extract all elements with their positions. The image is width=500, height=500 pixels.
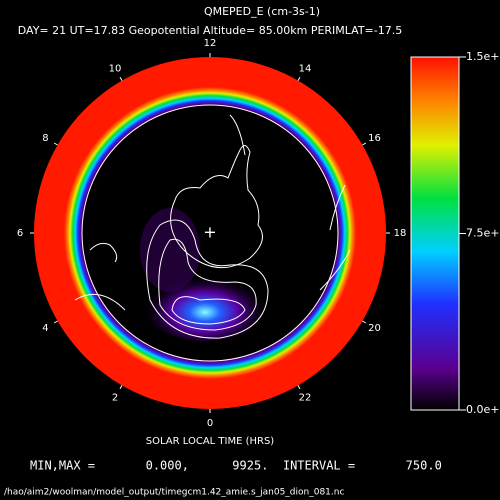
hour-label: 6 xyxy=(17,228,23,239)
coastlines xyxy=(74,114,351,311)
stats: MIN,MAX = 0.000, 9925. INTERVAL = 750.0 xyxy=(30,459,442,473)
polar-field xyxy=(34,57,386,409)
hour-label: 20 xyxy=(368,323,381,334)
hour-tick xyxy=(119,76,123,81)
hour-label: 0 xyxy=(207,418,213,429)
hour-tick xyxy=(362,142,367,146)
hour-label: 4 xyxy=(42,323,48,334)
x-axis-label: SOLAR LOCAL TIME (HRS) xyxy=(146,436,275,447)
hour-label: 10 xyxy=(109,63,122,74)
colorbar-tick-label: 0.0e+00 xyxy=(466,403,500,416)
hour-label: 14 xyxy=(299,63,312,74)
inner-boundary xyxy=(81,104,339,362)
hour-label: 2 xyxy=(112,393,118,404)
hour-label: 22 xyxy=(299,393,312,404)
pole-marker: + xyxy=(203,223,216,242)
chart-subtitle: DAY= 21 UT=17.83 Geopotential Altitude= … xyxy=(18,24,402,37)
hour-label: 12 xyxy=(204,38,217,49)
hour-label: 16 xyxy=(368,133,381,144)
hour-tick xyxy=(362,320,367,324)
contours xyxy=(146,219,269,339)
hour-label: 18 xyxy=(394,228,407,239)
colorbar xyxy=(410,56,460,411)
hour-tick xyxy=(53,142,58,146)
hour-label: 8 xyxy=(42,133,48,144)
colorbar-tick-label: 7.5e+03 xyxy=(466,227,500,240)
contour-region xyxy=(140,208,200,292)
file-path: /hao/aim2/woolman/model_output/timegcm1.… xyxy=(4,488,344,498)
hour-tick xyxy=(297,385,301,390)
colorbar-tick-label: 1.5e+04 xyxy=(466,50,500,63)
hour-tick xyxy=(53,320,58,324)
hour-tick xyxy=(297,76,301,81)
chart-title: QMEPED_E (cm-3s-1) xyxy=(204,5,320,18)
hour-tick xyxy=(119,385,123,390)
